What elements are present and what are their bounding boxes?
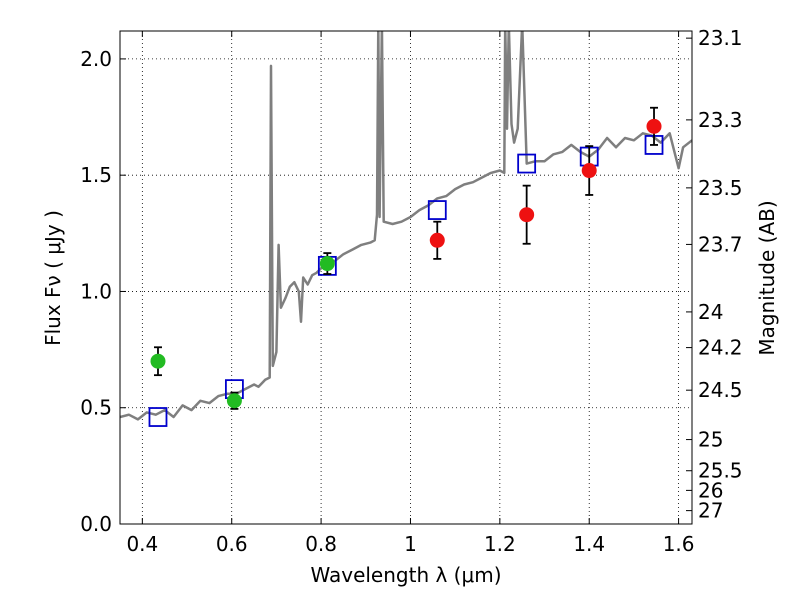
x-tick-label: 1.2 (484, 532, 516, 556)
observed-flux-point (519, 207, 535, 223)
magnitude-tick-label: 23.7 (698, 232, 743, 256)
y-tick-label: 1.0 (80, 279, 112, 303)
y2-axis-label: Magnitude (AB) (755, 200, 779, 355)
x-tick-label: 0.6 (216, 532, 248, 556)
observed-flux-point (646, 118, 662, 134)
plot-data (120, 31, 692, 427)
model-photometry-marker (427, 200, 447, 220)
axes: 0.4 0.6 0.8 1 1.2 1.4 1.6 0.0 0.5 1.0 1.5 2.0 23.1 23… (80, 26, 742, 556)
y-tick-label: 2.0 (80, 47, 112, 71)
y-axis-label: Flux Fν ( μJy ) (41, 210, 65, 346)
y-tick-label: 1.5 (80, 163, 112, 187)
x-tick-label: 1.4 (573, 532, 605, 556)
y-tick-label: 0.5 (80, 396, 112, 420)
x-tick-label: 0.8 (305, 532, 337, 556)
sed-spectrum-line (120, 31, 692, 421)
x-tick-label: 1.6 (663, 532, 695, 556)
magnitude-tick-label: 23.1 (698, 26, 743, 50)
magnitude-tick-label: 25.5 (698, 459, 743, 483)
observed-flux-point (429, 232, 445, 248)
y-tick-label: 0.0 (80, 512, 112, 536)
x-axis-label: Wavelength λ (μm) (310, 563, 501, 587)
observed-flux-point (581, 163, 597, 179)
magnitude-tick-label: 24.5 (698, 378, 743, 402)
observed-flux-point (226, 393, 242, 409)
magnitude-tick-label: 24 (698, 300, 723, 324)
axis-labels: Wavelength λ (μm) Flux Fν ( μJy ) Magnit… (41, 200, 779, 587)
x-tick-label: 0.4 (126, 532, 158, 556)
grid-lines (120, 31, 692, 525)
magnitude-tick-label: 23.5 (698, 176, 743, 200)
magnitude-tick-label: 26 (698, 478, 723, 502)
magnitude-tick-label: 25 (698, 428, 723, 452)
model-photometry-marker (148, 407, 168, 427)
magnitude-tick-label: 24.2 (698, 336, 743, 360)
plot-frame (119, 30, 693, 525)
magnitude-tick-label: 27 (698, 499, 723, 523)
x-tick-label: 1 (404, 532, 417, 556)
model-photometry-marker (517, 153, 537, 174)
observed-flux-point (150, 353, 166, 369)
magnitude-tick-label: 23.3 (698, 108, 743, 132)
observed-flux-point (319, 256, 335, 272)
